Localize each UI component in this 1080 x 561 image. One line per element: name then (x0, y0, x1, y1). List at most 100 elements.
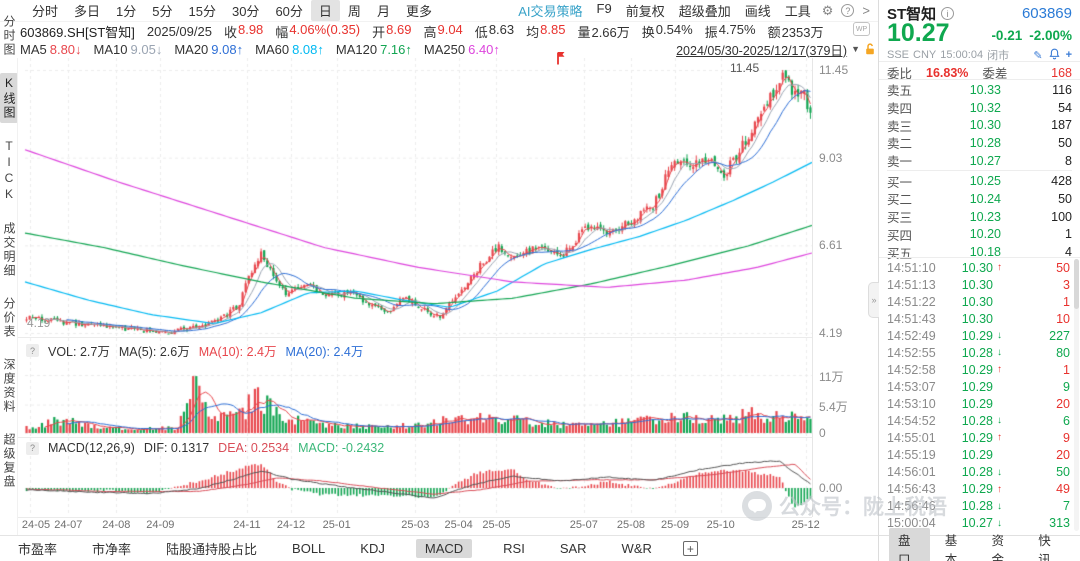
sidebar-item-K线图[interactable]: K线图 (0, 73, 18, 123)
tick-row[interactable]: 14:56:01 10.28 ↓ 50 (887, 464, 1070, 481)
date-range-link[interactable]: 2024/05/30-2025/12/17(379日) (676, 43, 848, 58)
indicator-tab-RSI[interactable]: RSI (503, 541, 525, 556)
period-tab-30分[interactable]: 30分 (231, 4, 260, 19)
macd-canvas[interactable] (18, 438, 878, 516)
info-field-开: 开 8.69 (372, 22, 411, 41)
sidebar-item-TICK[interactable]: TICK (2, 139, 16, 203)
question-icon[interactable]: ? (26, 344, 39, 357)
tick-row[interactable]: 14:51:13 10.30 3 (887, 276, 1070, 293)
period-tab-周[interactable]: 周 (347, 4, 361, 19)
period-tab-多日[interactable]: 多日 (74, 4, 101, 19)
period-tab-更多[interactable]: 更多 (405, 4, 432, 19)
tick-row[interactable]: 14:51:22 10.30 1 (887, 293, 1070, 310)
tick-row[interactable]: 15:00:04 10.27 ↓ 313 (887, 515, 1070, 532)
panel-tab-资金[interactable]: 资金 (991, 533, 1005, 561)
info-icon[interactable]: i (941, 7, 955, 20)
event-flag-icon[interactable] (556, 51, 566, 68)
toolbar-action-list: F9 前复权 超级叠加 画线 工具 (590, 0, 818, 21)
tick-row[interactable]: 14:53:10 10.29 20 (887, 395, 1070, 412)
tick-row[interactable]: 14:52:49 10.29 ↓ 227 (887, 327, 1070, 344)
period-tab-5分[interactable]: 5分 (152, 4, 173, 19)
tick-volume: 49 (1056, 482, 1070, 497)
pencil-icon[interactable]: ✎ (1033, 49, 1043, 62)
panel-tab-盘口[interactable]: 盘口 (889, 527, 930, 561)
period-tab-分时[interactable]: 分时 (32, 4, 59, 19)
toolbar-item-超级叠加[interactable]: 超级叠加 (678, 4, 731, 19)
help-icon[interactable]: ? (841, 4, 855, 17)
tick-row[interactable]: 14:51:43 10.30 10 (887, 310, 1070, 327)
stock-code: 603869 (1021, 5, 1072, 22)
tick-row[interactable]: 14:51:10 10.30 ↑ 50 (887, 259, 1070, 276)
vol-ma10-value: MA(10): 2.4万 (198, 345, 277, 359)
question-icon[interactable]: ? (26, 441, 39, 455)
sidebar-item-分时图[interactable]: 分时图 (2, 15, 16, 57)
book-row[interactable]: 买一 10.25 428 (887, 172, 1072, 190)
toolbar-item-工具[interactable]: 工具 (784, 4, 811, 19)
book-level-label: 买四 (887, 228, 913, 243)
indicator-tab-MACD[interactable]: MACD (415, 539, 473, 558)
chevron-down-icon[interactable]: ▼ (851, 44, 860, 54)
scrollbar-track[interactable] (1074, 259, 1079, 531)
info-field-label: 高 (423, 24, 437, 40)
tick-row[interactable]: 14:56:46 10.28 ↓ 7 (887, 498, 1070, 515)
book-row[interactable]: 卖一 10.27 8 (887, 152, 1072, 170)
tick-row[interactable]: 14:56:43 10.29 ↑ 49 (887, 481, 1070, 498)
period-tab-日[interactable]: 日 (310, 0, 340, 21)
unlock-icon[interactable] (864, 43, 876, 55)
indicator-tab-W&R[interactable]: W&R (621, 541, 652, 556)
book-level-label: 卖三 (887, 119, 913, 134)
period-tab-15分[interactable]: 15分 (188, 4, 216, 19)
book-row[interactable]: 买四 10.20 1 (887, 226, 1072, 244)
ma-label: MA20 (174, 41, 209, 57)
tick-row[interactable]: 14:52:58 10.29 ↑ 1 (887, 361, 1070, 378)
info-field-振: 振 4.75% (705, 22, 756, 41)
indicator-tab-BOLL[interactable]: BOLL (292, 541, 326, 556)
tick-row[interactable]: 14:55:19 10.29 20 (887, 447, 1070, 464)
indicator-tab-SAR[interactable]: SAR (559, 541, 587, 556)
book-row[interactable]: 卖三 10.30 187 (887, 116, 1072, 134)
period-tab-1分[interactable]: 1分 (116, 4, 137, 19)
kline-chart-region[interactable]: ? VOL: 2.7万 MA(5): 2.6万 MA(10): 2.4万 MA(… (18, 52, 878, 535)
book-row[interactable]: 卖五 10.33 116 (887, 81, 1072, 99)
book-row[interactable]: 买二 10.24 50 (887, 190, 1072, 208)
sidebar-item-成交明细[interactable]: 成交明细 (2, 222, 16, 278)
tick-row[interactable]: 14:54:52 10.28 ↓ 6 (887, 412, 1070, 429)
ma-value: 9.08↑ (211, 41, 244, 57)
tick-row[interactable]: 14:53:07 10.29 9 (887, 378, 1070, 395)
panel-collapse-handle[interactable]: » (868, 282, 879, 318)
volume-canvas[interactable] (18, 338, 878, 436)
x-axis-label: 25-07 (569, 519, 598, 531)
axis-tick-label: 11万 (819, 370, 844, 385)
bell-icon[interactable] (1049, 48, 1060, 63)
indicator-tab-KDJ[interactable]: KDJ (360, 541, 385, 556)
book-row[interactable]: 卖二 10.28 50 (887, 134, 1072, 152)
tick-volume: 7 (1063, 499, 1070, 514)
panel-tab-基本[interactable]: 基本 (944, 533, 958, 561)
toolbar-item-画线[interactable]: 画线 (744, 4, 771, 19)
indicator-tab-陆股通持股占比[interactable]: 陆股通持股占比 (166, 542, 258, 557)
book-volume: 428 (1051, 174, 1072, 189)
book-row[interactable]: 卖四 10.32 54 (887, 99, 1072, 117)
chevron-right-icon[interactable]: > (862, 3, 870, 18)
ai-strategy-button[interactable]: AI交易策略 (518, 4, 583, 19)
period-tab-60分[interactable]: 60分 (275, 4, 303, 19)
tick-trade-list[interactable]: 14:51:10 10.30 ↑ 50 14:51:13 10.30 3 14:51:22 10… (887, 259, 1070, 532)
book-row[interactable]: 买三 10.23 100 (887, 208, 1072, 226)
add-to-watchlist-icon[interactable]: + (1065, 49, 1072, 61)
panel-tab-快讯[interactable]: 快讯 (1038, 533, 1051, 561)
candlestick-canvas[interactable] (18, 58, 878, 336)
toolbar-item-F9[interactable]: F9 (596, 1, 612, 16)
sidebar-item-超级复盘[interactable]: 超级复盘 (2, 433, 16, 489)
tick-row[interactable]: 14:52:55 10.28 ↓ 80 (887, 344, 1070, 361)
toolbar-item-前复权[interactable]: 前复权 (625, 4, 665, 19)
add-indicator-icon[interactable]: + (682, 541, 698, 556)
scrollbar-thumb[interactable] (1074, 259, 1079, 309)
gear-icon[interactable]: ⚙ (821, 2, 834, 18)
sidebar-item-分价表[interactable]: 分价表 (2, 297, 16, 339)
indicator-tab-市净率[interactable]: 市净率 (92, 542, 132, 557)
tick-row[interactable]: 14:55:01 10.29 ↑ 9 (887, 429, 1070, 446)
period-tab-月[interactable]: 月 (376, 4, 390, 19)
wp-plugin-icon[interactable]: WP (853, 22, 870, 36)
indicator-tab-市盈率[interactable]: 市盈率 (18, 542, 58, 557)
sidebar-item-深度资料[interactable]: 深度资料 (2, 358, 16, 414)
